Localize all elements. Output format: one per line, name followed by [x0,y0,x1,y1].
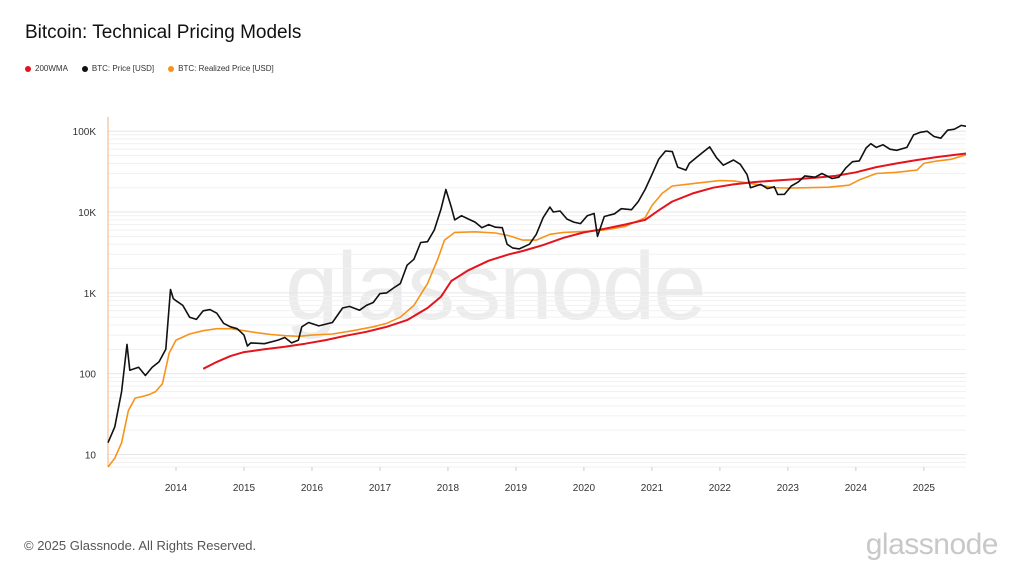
legend-label-realized-price: BTC: Realized Price [USD] [178,64,274,73]
series-line-realized-price [107,154,967,468]
y-tick-label: 1K [84,289,97,300]
y-tick-label: 100K [73,127,97,138]
y-tick-label: 10 [85,450,97,461]
x-tick-label: 2021 [641,483,664,494]
legend-dot-realized-price [168,65,175,72]
x-tick-label: 2018 [437,483,460,494]
legend-item-realized-price[interactable]: BTC: Realized Price [USD] [168,64,274,73]
x-tick-label: 2024 [845,483,868,494]
x-tick-label: 2022 [709,483,732,494]
x-tick-label: 2020 [573,483,596,494]
series-line-price [107,124,967,444]
brand-logo: glassnode [865,528,999,561]
x-tick-label: 2025 [913,483,936,494]
x-tick-label: 2023 [777,483,800,494]
x-tick-label: 2016 [301,483,324,494]
legend-dot-price [81,65,88,72]
x-tick-label: 2019 [505,483,528,494]
legend-item-200wma[interactable]: 200WMA [25,64,68,73]
copyright-text: © 2025 Glassnode. All Rights Reserved. [24,538,257,553]
y-tick-label: 100 [79,370,96,381]
legend-label-price: BTC: Price [USD] [91,64,155,73]
x-tick-label: 2015 [233,483,256,494]
chart-legend: 200WMA BTC: Price [USD] BTC: Realized Pr… [25,64,274,73]
chart-title: Bitcoin: Technical Pricing Models [25,22,302,43]
y-tick-label: 10K [78,208,96,219]
legend-label-200wma: 200WMA [35,64,68,73]
legend-item-price[interactable]: BTC: Price [USD] [81,64,155,73]
series-line-200wma [202,152,967,370]
legend-dot-200wma [25,65,31,72]
x-tick-label: 2017 [369,483,392,494]
x-tick-label: 2014 [165,483,188,494]
